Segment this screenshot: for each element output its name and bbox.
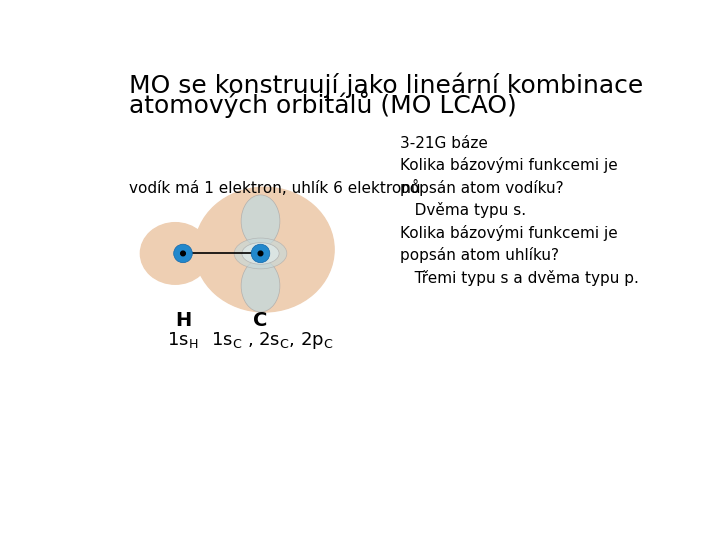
Text: Kolika bázovými funkcemi je
popsán atom vodíku?
   Dvěma typu s.
Kolika bázovými: Kolika bázovými funkcemi je popsán atom … (400, 157, 639, 286)
Ellipse shape (241, 260, 280, 312)
Ellipse shape (234, 238, 287, 269)
Text: C: C (253, 311, 268, 330)
Ellipse shape (194, 187, 334, 312)
Ellipse shape (140, 222, 210, 284)
Text: MO se konstruují jako lineární kombinace: MO se konstruují jako lineární kombinace (129, 72, 643, 98)
Text: $\mathregular{1s_C}$ , $\mathregular{2s_C}$, $\mathregular{2p_C}$: $\mathregular{1s_C}$ , $\mathregular{2s_… (211, 330, 333, 352)
Text: $\mathregular{1s_H}$: $\mathregular{1s_H}$ (167, 330, 199, 350)
Circle shape (258, 251, 263, 256)
Text: atomových orbitálů (MO LCAO): atomových orbitálů (MO LCAO) (129, 91, 516, 118)
Text: vodík má 1 elektron, uhlík 6 elektronů: vodík má 1 elektron, uhlík 6 elektronů (129, 180, 420, 197)
Circle shape (251, 244, 270, 262)
Ellipse shape (241, 195, 280, 247)
Text: 3-21G báze: 3-21G báze (400, 136, 488, 151)
Circle shape (181, 251, 185, 256)
Ellipse shape (242, 242, 279, 264)
Circle shape (174, 244, 192, 262)
Text: H: H (175, 311, 191, 330)
